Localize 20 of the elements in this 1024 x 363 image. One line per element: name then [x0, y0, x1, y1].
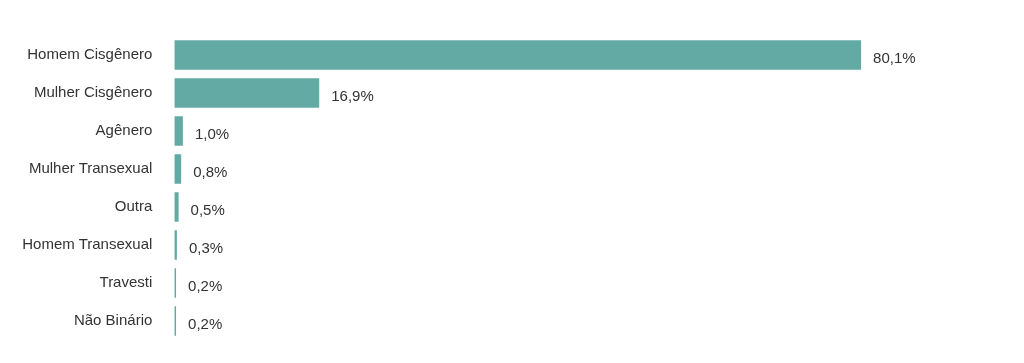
- bar: [174, 78, 320, 108]
- data-label: 1,0%: [194, 125, 230, 143]
- data-label: 80,1%: [873, 49, 916, 67]
- data-label: 0,2%: [188, 315, 223, 333]
- data-label: 0,3%: [188, 239, 224, 257]
- y-tick-label: Homem Transexual: [22, 235, 153, 253]
- bar: [174, 192, 179, 222]
- y-tick-label: Travesti: [99, 273, 153, 291]
- data-label: 0,8%: [193, 163, 228, 181]
- data-label: 0,5%: [190, 201, 225, 219]
- bar: [174, 40, 862, 70]
- y-tick-label: Outra: [114, 197, 153, 215]
- y-tick-label: Não Binário: [73, 311, 153, 329]
- data-label: 0,2%: [188, 277, 223, 295]
- y-tick-label: Homem Cisgênero: [27, 45, 153, 63]
- data-label: 16,9%: [331, 87, 374, 105]
- y-tick-label: Agênero: [95, 121, 153, 139]
- y-tick-label: Mulher Transexual: [28, 159, 153, 177]
- bar: [174, 116, 183, 146]
- y-tick-label: Mulher Cisgênero: [33, 83, 153, 101]
